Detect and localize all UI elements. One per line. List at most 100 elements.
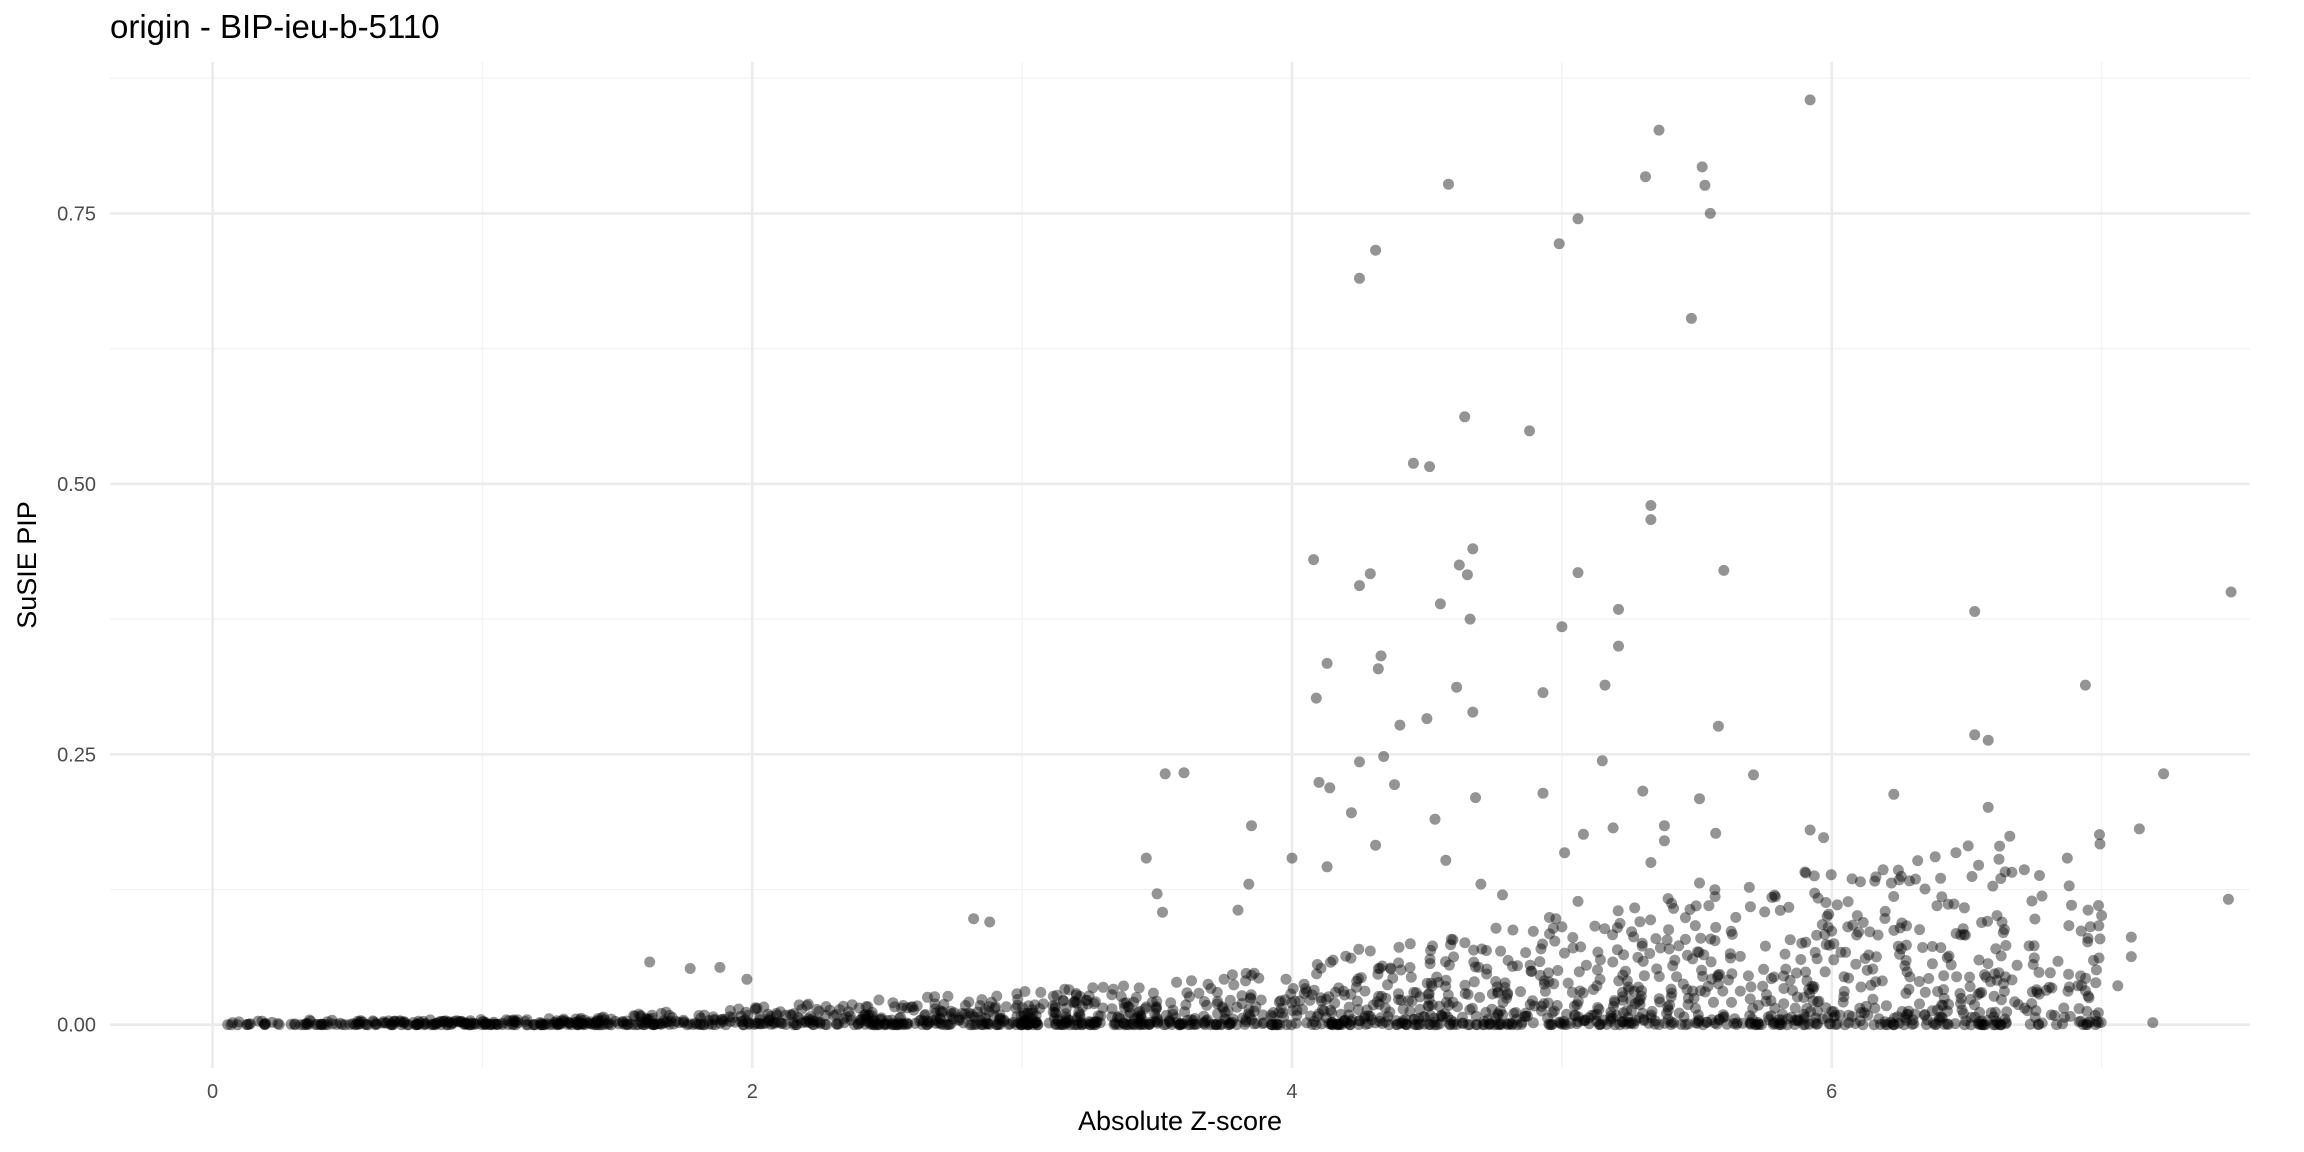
scatter-point: [1351, 975, 1363, 987]
scatter-point: [1470, 792, 1481, 804]
scatter-point: [326, 1014, 338, 1026]
scatter-point: [1390, 1015, 1402, 1027]
scatter-point: [715, 1014, 727, 1026]
scatter-point: [1962, 840, 1974, 852]
scatter-point: [1573, 966, 1585, 978]
scatter-point: [1371, 996, 1383, 1008]
scatter-point: [1926, 958, 1938, 970]
scatter-point: [871, 1019, 883, 1031]
scatter-point: [1076, 1019, 1088, 1031]
scatter-point: [763, 1013, 775, 1025]
scatter-point: [1843, 972, 1855, 984]
scatter-point: [496, 1017, 508, 1029]
scatter-point: [259, 1019, 271, 1031]
scatter-point: [663, 1018, 675, 1030]
scatter-point: [1645, 914, 1657, 926]
scatter-point: [1320, 993, 1332, 1005]
scatter-point: [577, 1019, 589, 1031]
scatter-point: [969, 1019, 981, 1031]
scatter-point: [963, 996, 975, 1008]
scatter-point: [1286, 997, 1297, 1009]
scatter-point: [953, 1014, 965, 1026]
scatter-point: [1579, 1015, 1591, 1027]
scatter-point: [644, 956, 656, 968]
scatter-point: [2092, 1007, 2104, 1019]
scatter-point: [811, 1003, 823, 1015]
scatter-point: [379, 1017, 391, 1029]
scatter-point: [921, 1015, 933, 1027]
scatter-point: [2046, 982, 2058, 994]
scatter-point: [1313, 1008, 1325, 1020]
scatter-point: [1370, 839, 1382, 851]
scatter-point: [1146, 996, 1158, 1008]
scatter-point: [994, 1009, 1006, 1021]
scatter-point: [1638, 970, 1650, 982]
scatter-point: [301, 1017, 313, 1029]
scatter-point: [1255, 994, 1267, 1006]
scatter-point: [1776, 1008, 1788, 1020]
scatter-point: [1324, 782, 1336, 794]
scatter-point: [1123, 1010, 1135, 1022]
scatter-point: [1811, 953, 1823, 965]
scatter-point: [814, 1018, 826, 1030]
scatter-point: [773, 1016, 785, 1028]
scatter-point: [434, 1015, 446, 1027]
scatter-point: [1555, 1018, 1567, 1030]
scatter-point: [1186, 975, 1197, 987]
scatter-point: [2083, 992, 2095, 1004]
scatter-point: [776, 1017, 788, 1029]
scatter-point: [1444, 1019, 1456, 1031]
scatter-point: [1189, 1019, 1201, 1030]
scatter-point: [1828, 1011, 1840, 1023]
scatter-point: [641, 1017, 652, 1029]
scatter-point: [1623, 1016, 1635, 1028]
scatter-point: [1273, 1007, 1285, 1018]
scatter-point: [1431, 971, 1443, 983]
scatter-point: [1592, 1002, 1604, 1013]
scatter-point: [1134, 1016, 1146, 1028]
scatter-point: [2000, 1018, 2012, 1030]
scatter-point: [1721, 1018, 1733, 1030]
scatter-point: [398, 1017, 410, 1029]
scatter-point: [2089, 1009, 2101, 1021]
scatter-point: [988, 1010, 1000, 1022]
scatter-point: [1769, 1002, 1781, 1014]
scatter-point: [1088, 998, 1100, 1010]
scatter-point: [709, 1014, 721, 1026]
scatter-point: [1226, 969, 1238, 981]
scatter-point: [873, 1018, 885, 1030]
scatter-point: [942, 990, 954, 1002]
scatter-point: [413, 1019, 424, 1030]
scatter-point: [861, 1015, 873, 1027]
scatter-point: [1281, 1019, 1293, 1031]
scatter-point: [998, 1015, 1010, 1027]
scatter-point: [2076, 980, 2088, 992]
scatter-point: [1372, 963, 1384, 975]
scatter-point: [480, 1018, 492, 1030]
scatter-point: [1299, 983, 1311, 995]
scatter-point: [980, 1016, 992, 1028]
scatter-point: [1789, 1019, 1801, 1030]
scatter-point: [1553, 238, 1565, 250]
scatter-point: [2033, 1018, 2045, 1030]
scatter-point: [1888, 788, 1900, 800]
scatter-point: [749, 1002, 761, 1014]
scatter-point: [295, 1019, 307, 1031]
scatter-point: [1443, 178, 1454, 190]
scatter-point: [1108, 1019, 1120, 1031]
scatter-point: [1372, 968, 1384, 980]
scatter-point: [1534, 969, 1546, 981]
scatter-point: [792, 1012, 804, 1024]
scatter-point: [1466, 1002, 1478, 1014]
scatter-point: [1422, 1000, 1434, 1012]
scatter-point: [1352, 973, 1364, 985]
scatter-point: [1613, 975, 1625, 987]
scatter-point: [2051, 1019, 2063, 1031]
scatter-point: [1061, 1016, 1073, 1028]
scatter-point: [1447, 996, 1459, 1008]
scatter-point: [553, 1018, 565, 1030]
scatter-point: [2091, 1015, 2102, 1027]
scatter-point: [522, 1019, 534, 1031]
scatter-point: [1696, 964, 1708, 976]
scatter-point: [971, 1018, 983, 1030]
